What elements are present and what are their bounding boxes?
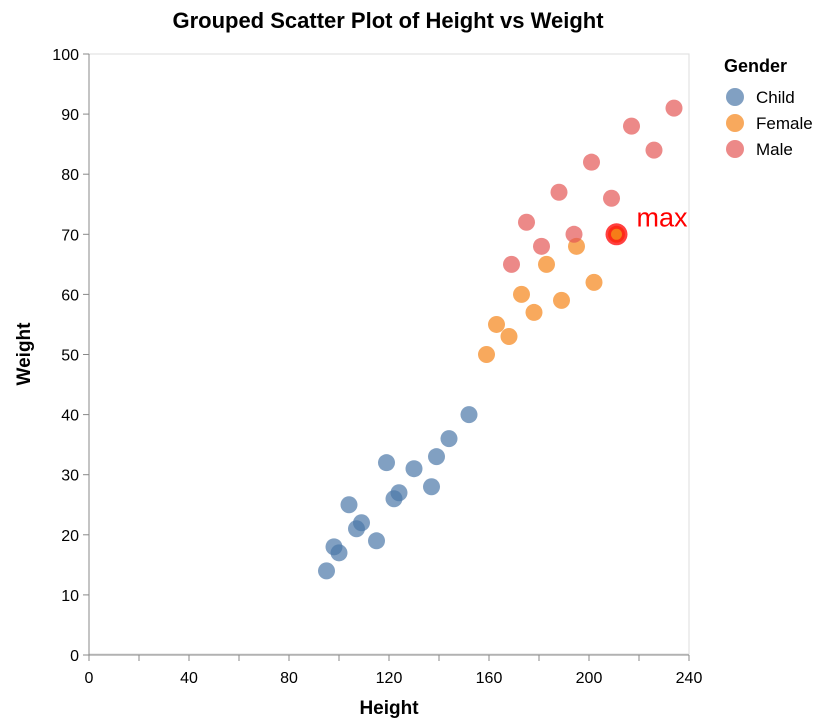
point-male (518, 213, 535, 231)
y-tick-label: 40 (61, 408, 79, 425)
point-child (378, 454, 395, 472)
max-annotation-label: max (637, 202, 689, 232)
point-male (565, 225, 583, 243)
point-child (440, 430, 458, 448)
x-tick-label: 0 (85, 670, 94, 687)
x-tick-label: 240 (676, 670, 703, 687)
point-male (533, 237, 550, 255)
point-male (665, 99, 683, 117)
point-female (553, 291, 570, 309)
y-axis: 0 10 20 30 40 50 60 70 80 90 100 (52, 47, 90, 665)
y-tick-label: 20 (61, 528, 79, 545)
point-female (488, 315, 505, 333)
legend-swatch-child (726, 88, 744, 106)
plot-frame (88, 53, 690, 655)
point-male (550, 183, 568, 201)
point-female (500, 327, 518, 345)
y-tick-label: 50 (61, 348, 79, 365)
x-axis-title: Height (359, 698, 419, 719)
x-tick-label: 40 (180, 670, 198, 687)
legend-label-child: Child (756, 88, 795, 107)
point-child (423, 478, 440, 496)
legend-label-female: Female (756, 114, 813, 133)
point-child (330, 544, 348, 562)
legend-items: Child Female Male (726, 88, 813, 159)
point-child (428, 448, 445, 466)
point-child (318, 562, 335, 580)
point-child (340, 496, 358, 514)
legend: Gender Child Female Male (724, 56, 813, 159)
point-child (390, 484, 408, 502)
point-male (583, 153, 600, 171)
x-tick-label: 80 (280, 670, 298, 687)
y-tick-label: 60 (61, 287, 79, 304)
point-child (368, 532, 385, 550)
point-female (478, 346, 495, 363)
y-tick-label: 80 (61, 167, 79, 184)
point-child (460, 406, 478, 424)
point-female (525, 303, 543, 321)
y-tick-label: 70 (61, 227, 79, 244)
point-male (503, 255, 520, 273)
x-tick-label: 120 (376, 670, 403, 687)
y-tick-label: 100 (52, 47, 79, 64)
y-tick-label: 90 (61, 107, 79, 124)
y-tick-label: 30 (61, 468, 79, 485)
legend-swatch-female (726, 114, 744, 132)
y-tick-label: 0 (70, 648, 79, 665)
annotation-layer: max (605, 202, 689, 246)
max-highlight-point (611, 228, 622, 240)
y-tick-label: 10 (61, 588, 79, 605)
chart-title: Grouped Scatter Plot of Height vs Weight (172, 8, 604, 33)
legend-label-male: Male (756, 140, 793, 159)
point-female (513, 285, 530, 303)
point-child (405, 460, 423, 478)
legend-title: Gender (724, 56, 787, 76)
plot-area (88, 53, 690, 655)
point-male (603, 189, 620, 207)
points-layer (318, 99, 683, 580)
point-male (645, 141, 663, 159)
point-female (585, 273, 603, 291)
x-tick-label: 200 (576, 670, 603, 687)
y-axis-title: Weight (14, 322, 35, 386)
x-tick-label: 160 (476, 670, 503, 687)
x-axis: 0 40 80 120 160 200 240 (85, 654, 703, 687)
legend-swatch-male (726, 140, 744, 158)
point-child (353, 514, 370, 532)
point-female (538, 255, 555, 273)
point-male (623, 117, 640, 135)
